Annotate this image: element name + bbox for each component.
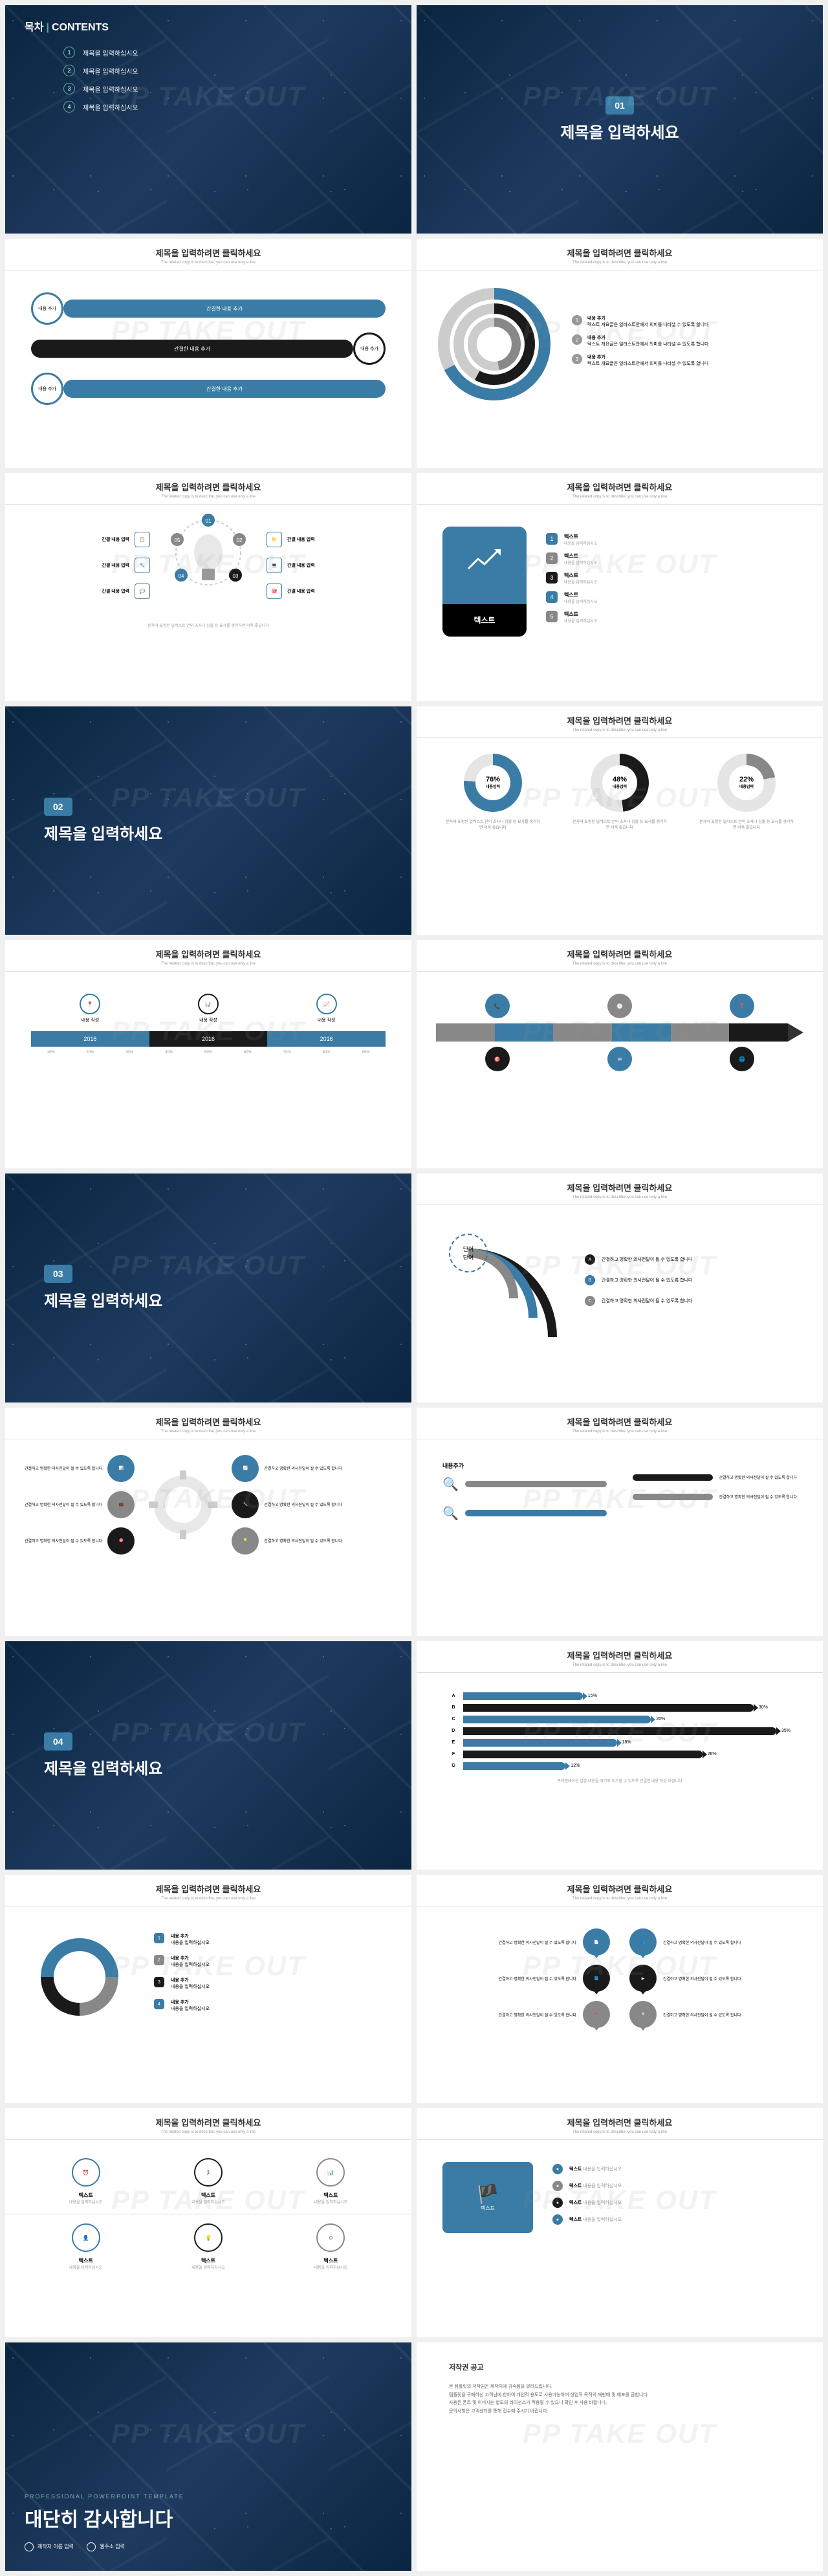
people-icon: 👥	[629, 1928, 657, 1956]
slide-bubbles: PP TAKE OUT 제목을 입력하려면 클릭하세요The related c…	[417, 1875, 823, 2103]
mail-icon: ✉	[607, 1047, 632, 1071]
play-icon: ▶	[629, 1965, 657, 1992]
trend-icon: 📈	[316, 994, 337, 1014]
copyright-title: 저작권 공고	[449, 2362, 790, 2375]
money-icon: $	[629, 2001, 657, 2028]
pin-icon: 📍	[583, 2001, 610, 2028]
slide-magnify: PP TAKE OUT 제목을 입력하려면 클릭하세요The related c…	[417, 1408, 823, 1636]
slide-section-01: PP TAKE OUT 01 제목을 입력하세요	[417, 5, 823, 234]
bulb-icon: 💡	[194, 2223, 223, 2252]
alarm-icon: ⏰	[72, 2158, 100, 2187]
svg-text:04: 04	[179, 573, 184, 579]
bulb-graphic: 01 02 03 04 05	[163, 514, 254, 617]
slide-hbar: PP TAKE OUT 제목을 입력하려면 클릭하세요The related c…	[417, 1641, 823, 1870]
slide-timeline: PP TAKE OUT 제목을 입력하려면 클릭하세요The related c…	[5, 940, 411, 1168]
book-icon: 📘	[583, 1965, 610, 1992]
svg-text:01: 01	[206, 518, 212, 524]
section-title: 제목을 입력하세요	[560, 120, 679, 142]
slide-section-03: PP TAKE OUT 03 제목을 입력하세요	[5, 1173, 411, 1402]
slide-grid: PP TAKE OUT 목차|CONTENTS 1제목을 입력하십시오 2제목을…	[0, 0, 828, 2576]
slide-section-04: PP TAKE OUT 04 제목을 입력하세요	[5, 1641, 411, 1870]
slide-icon-rows: PP TAKE OUT 제목을 입력하려면 클릭하세요The related c…	[5, 2108, 411, 2337]
magnify-icon: 🔍	[442, 1476, 459, 1492]
arc-chart: 단어단어	[442, 1227, 559, 1344]
toc-title: 목차|CONTENTS	[25, 18, 392, 34]
graph-icon: 📊	[316, 2158, 345, 2187]
doc-icon: 📄	[583, 1928, 610, 1956]
gear-graphic	[147, 1469, 219, 1540]
phone-icon: 📞	[485, 994, 510, 1018]
donut-2: 48%내용입력	[591, 754, 649, 812]
user-icon: 👤	[72, 2223, 100, 2252]
run-icon: 🏃	[194, 2158, 223, 2187]
slide-flag: PP TAKE OUT 제목을 입력하려면 클릭하세요The related c…	[417, 2108, 823, 2337]
donut-3: 22%내용입력	[717, 754, 776, 812]
svg-text:02: 02	[237, 538, 243, 543]
flag-card: 🏴 텍스트	[442, 2162, 533, 2233]
pin-icon: 📍	[80, 994, 100, 1014]
web-link: 웹주소 입력	[87, 2542, 125, 2551]
slide-pencil: PP TAKE OUT 제목을 입력하려면 클릭하세요The related c…	[417, 940, 823, 1168]
location-icon: 📍	[730, 994, 754, 1018]
svg-text:05: 05	[175, 538, 180, 543]
author-link: 제작자 이름 입력	[25, 2542, 74, 2551]
slide-gear: PP TAKE OUT 제목을 입력하려면 클릭하세요The related c…	[5, 1408, 411, 1636]
slide-card-list: PP TAKE OUT 제목을 입력하려면 클릭하세요The related c…	[417, 473, 823, 701]
icon-box: 📋	[135, 532, 150, 547]
slide-process: PP TAKE OUT 제목을 입력하려면 클릭하세요The related c…	[5, 239, 411, 467]
section-number: 01	[605, 96, 634, 115]
slide-cycle: PP TAKE OUT 제목을 입력하려면 클릭하세요The related c…	[5, 1875, 411, 2103]
slide-section-02: PP TAKE OUT 02 제목을 입력하세요	[5, 706, 411, 935]
pencil-bar	[436, 1023, 803, 1042]
globe-icon: 🌐	[730, 1047, 754, 1071]
target-icon: 🎯	[485, 1047, 510, 1071]
slide-contents: PP TAKE OUT 목차|CONTENTS 1제목을 입력하십시오 2제목을…	[5, 5, 411, 234]
donut-1: 76%내용입력	[464, 754, 522, 812]
slide-copyright: PP TAKE OUT 저작권 공고 본 템플릿의 저작권은 제작처에 귀속됨을…	[417, 2342, 823, 2571]
thankyou-title: 대단히 감사합니다	[25, 2504, 392, 2532]
slide-donuts: PP TAKE OUT 제목을 입력하려면 클릭하세요The related c…	[417, 706, 823, 935]
hbar-chart: A15% B30% C20% D35% E18% F26% G12% 프레젠테이…	[417, 1682, 823, 1794]
feature-card: 텍스트	[442, 527, 527, 637]
chart-icon: 📊	[198, 994, 219, 1014]
toc-list: 1제목을 입력하십시오 2제목을 입력하십시오 3제목을 입력하십시오 4제목을…	[25, 47, 392, 113]
slide-arcs: PP TAKE OUT 제목을 입력하려면 클릭하세요The related c…	[417, 1173, 823, 1402]
svg-text:03: 03	[233, 573, 239, 579]
cycle-arrows	[31, 1928, 128, 2025]
radial-chart	[436, 286, 552, 402]
slide-bulb: PP TAKE OUT 제목을 입력하려면 클릭하세요The related c…	[5, 473, 411, 701]
slide-radial: PP TAKE OUT 제목을 입력하려면 클릭하세요The related c…	[417, 239, 823, 467]
slide-thankyou: PP TAKE OUT PROFESSIONAL POWERPOINT TEMP…	[5, 2342, 411, 2571]
gear-icon: ⚙	[316, 2223, 345, 2252]
clock-icon: 🕐	[607, 994, 632, 1018]
